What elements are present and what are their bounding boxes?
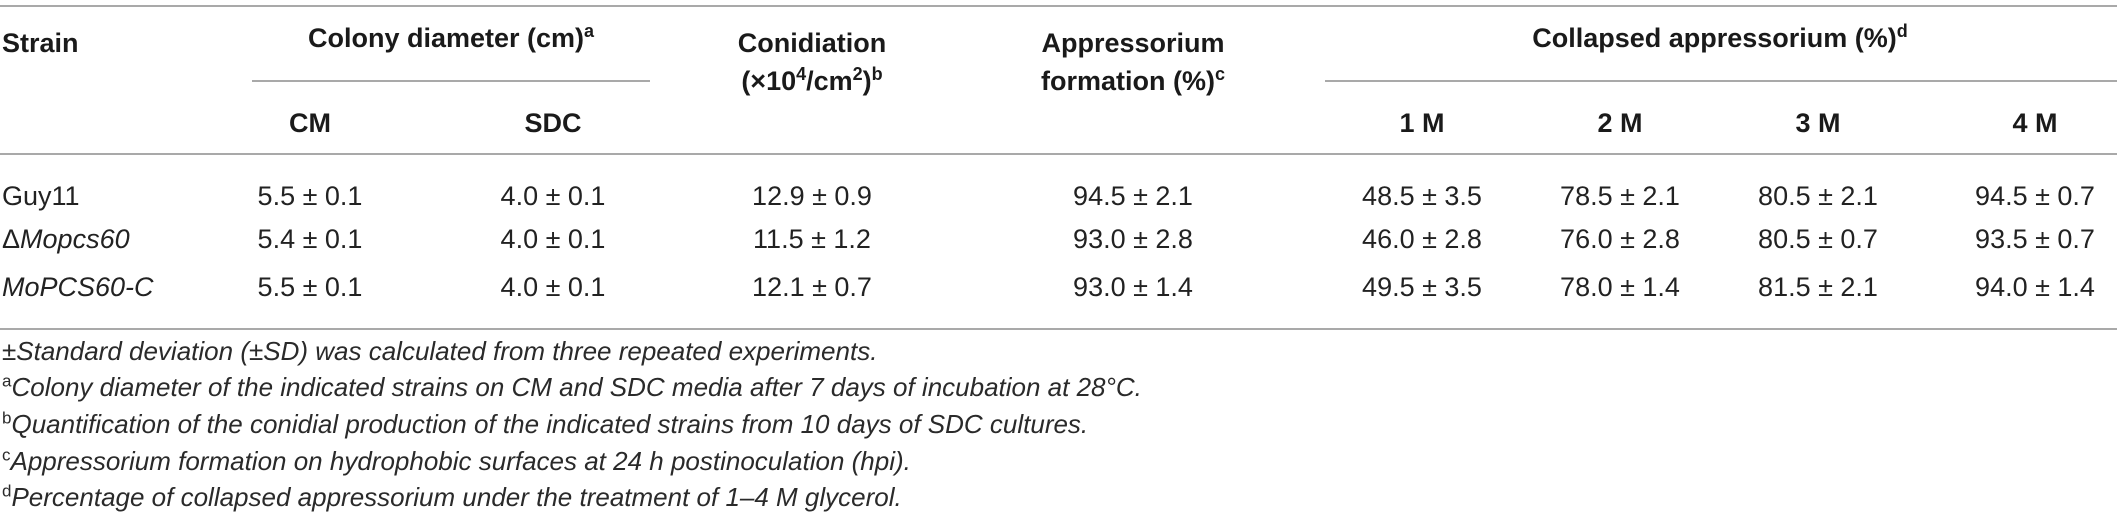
row-guy11-1m: 48.5 ± 3.5 — [1362, 181, 1482, 211]
row-mopcs60c-formation: 93.0 ± 1.4 — [1073, 272, 1193, 302]
row-guy11-3m: 80.5 ± 2.1 — [1758, 181, 1878, 211]
row-guy11-formation: 94.5 ± 2.1 — [1073, 181, 1193, 211]
row-guy11-conidiation: 12.9 ± 0.9 — [752, 181, 872, 211]
colony-diameter-subrule — [252, 80, 650, 82]
row-mopcs60c-conidiation: 12.1 ± 0.7 — [752, 272, 872, 302]
row-mopcs60-strain: ΔMopcs60 — [2, 224, 130, 254]
header-appressorium-formation: Appressorium formation (%)c — [1041, 28, 1225, 96]
header-3m: 3 M — [1795, 108, 1841, 138]
footnote-sd: ±Standard deviation (±SD) was calculated… — [2, 336, 878, 366]
row-mopcs60c-1m: 49.5 ± 3.5 — [1362, 272, 1482, 302]
row-guy11-4m: 94.5 ± 0.7 — [1975, 181, 2095, 211]
row-mopcs60-cm: 5.4 ± 0.1 — [257, 224, 363, 254]
header-cm: CM — [289, 108, 331, 138]
header-1m: 1 M — [1399, 108, 1445, 138]
footnote-a: aColony diameter of the indicated strain… — [2, 371, 1142, 402]
row-mopcs60-3m: 80.5 ± 0.7 — [1758, 224, 1878, 254]
row-mopcs60-conidiation: 11.5 ± 1.2 — [753, 224, 871, 254]
footnote-b: bQuantification of the conidial producti… — [2, 408, 1089, 439]
row-mopcs60-2m: 76.0 ± 2.8 — [1560, 224, 1680, 254]
footnote-c: cAppressorium formation on hydrophobic s… — [2, 445, 911, 476]
header-2m: 2 M — [1597, 108, 1643, 138]
header-colony-diameter: Colony diameter (cm)a — [307, 21, 595, 53]
table-bottom-rule — [0, 328, 2117, 330]
collapsed-subrule — [1325, 80, 2117, 82]
row-mopcs60-1m: 46.0 ± 2.8 — [1362, 224, 1482, 254]
row-mopcs60c-3m: 81.5 ± 2.1 — [1758, 272, 1878, 302]
row-mopcs60c-strain: MoPCS60-C — [2, 272, 154, 302]
row-mopcs60c-cm: 5.5 ± 0.1 — [257, 272, 363, 302]
row-mopcs60-sdc: 4.0 ± 0.1 — [500, 224, 606, 254]
footnote-d: dPercentage of collapsed appressorium un… — [2, 481, 902, 512]
row-mopcs60c-2m: 78.0 ± 1.4 — [1560, 272, 1680, 302]
row-mopcs60c-4m: 94.0 ± 1.4 — [1975, 272, 2095, 302]
header-bottom-rule — [0, 153, 2117, 155]
row-mopcs60-4m: 93.5 ± 0.7 — [1975, 224, 2095, 254]
top-rule — [0, 5, 2117, 7]
header-strain: Strain — [2, 28, 79, 58]
row-guy11-sdc: 4.0 ± 0.1 — [500, 181, 606, 211]
row-guy11-strain: Guy11 — [2, 181, 80, 211]
header-sdc: SDC — [524, 108, 582, 138]
row-guy11-cm: 5.5 ± 0.1 — [257, 181, 363, 211]
header-4m: 4 M — [2012, 108, 2058, 138]
row-guy11-2m: 78.5 ± 2.1 — [1560, 181, 1680, 211]
header-collapsed-appressorium: Collapsed appressorium (%)d — [1532, 21, 1908, 53]
header-conidiation: Conidiation (×104/cm2)b — [737, 28, 887, 96]
row-mopcs60c-sdc: 4.0 ± 0.1 — [500, 272, 606, 302]
row-mopcs60-formation: 93.0 ± 2.8 — [1073, 224, 1193, 254]
